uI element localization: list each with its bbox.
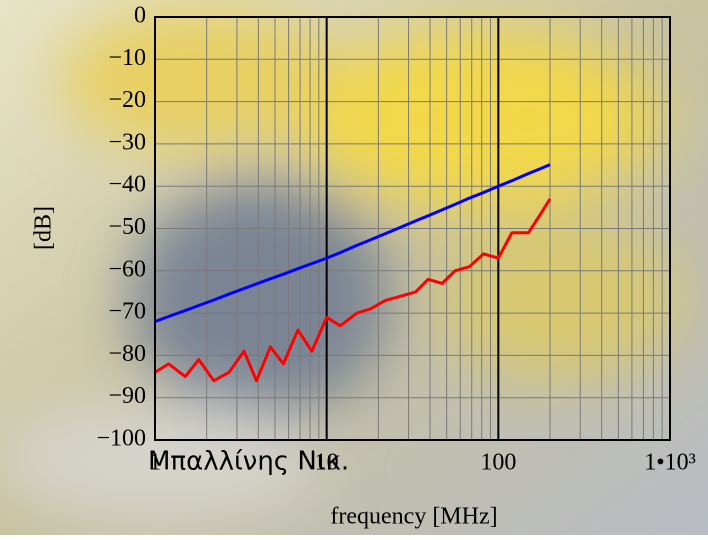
y-tick-label: −100 <box>96 426 146 452</box>
y-tick-label: −20 <box>108 87 146 113</box>
y-tick-label: −90 <box>108 383 146 409</box>
x-tick-label: 100 <box>480 450 516 476</box>
y-tick-label: −70 <box>108 299 146 325</box>
y-tick-label: −50 <box>108 214 146 240</box>
data-line <box>154 163 551 323</box>
y-axis-label: [dB] <box>31 206 57 250</box>
y-tick-label: −10 <box>108 45 146 71</box>
y-tick-label: −80 <box>108 341 146 367</box>
x-axis-label: frequency [MHz] <box>330 504 497 530</box>
data-line <box>154 198 552 383</box>
y-tick-label: −40 <box>108 172 146 198</box>
x-tick-label: 10 <box>315 450 339 476</box>
y-tick-label: 0 <box>134 3 146 29</box>
y-tick-label: −60 <box>108 256 146 282</box>
y-tick-label: −30 <box>108 129 146 155</box>
x-tick-label: 1•10³ <box>644 450 696 476</box>
watermark: Μπαλλίνης Νικ. <box>148 447 349 477</box>
x-tick-label: 1 <box>149 450 161 476</box>
plot-frame <box>154 16 671 441</box>
